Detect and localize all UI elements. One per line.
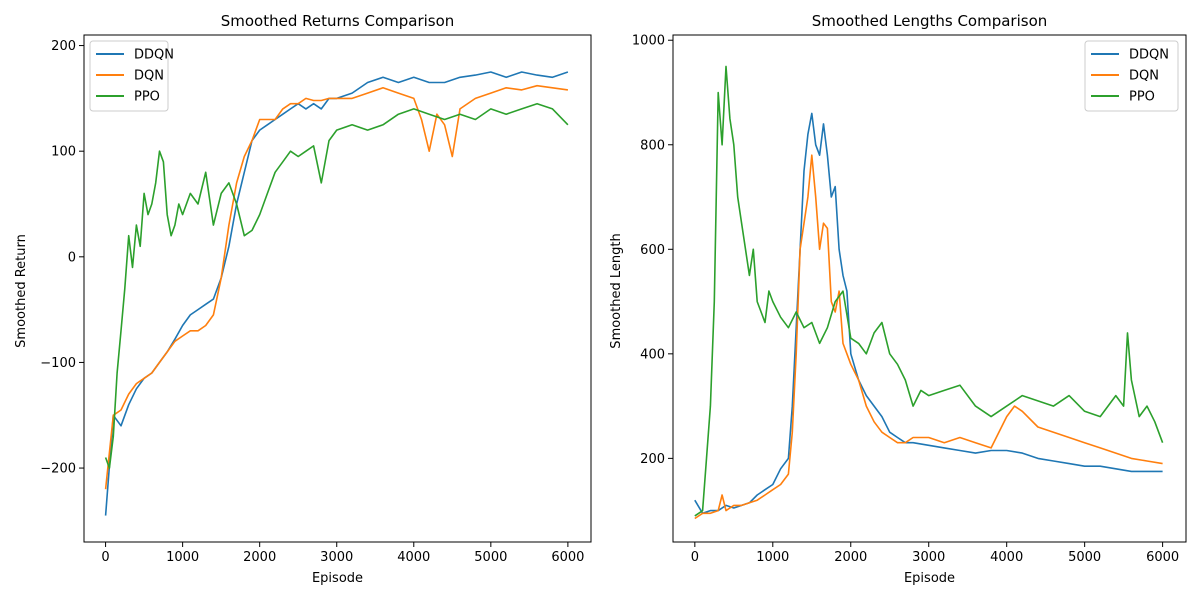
x-tick-label: 5000: [1068, 550, 1101, 565]
x-axis-ticks: 0 1000 2000 3000 4000 5000 6000: [691, 542, 1179, 565]
x-tick-label: 0: [101, 550, 109, 565]
legend-label-dqn: DQN: [1129, 69, 1159, 84]
y-axis-label: Smoothed Return: [14, 234, 29, 348]
y-tick-label: 100: [51, 145, 76, 160]
series-line-ddqn: [104, 71, 569, 516]
plot-frame: [83, 34, 592, 543]
series-line-dqn: [694, 154, 1163, 520]
legend: DDQN DQN PPO: [89, 40, 174, 112]
x-tick-label: 4000: [990, 550, 1023, 565]
legend-label-ddqn: DDQN: [134, 48, 174, 63]
series-line-ddqn: [694, 112, 1163, 515]
x-axis-label: Episode: [312, 571, 363, 586]
x-tick-label: 1000: [166, 550, 199, 565]
legend-box: [1084, 40, 1179, 112]
y-axis-label: Smoothed Length: [609, 233, 624, 348]
x-tick-label: 3000: [320, 550, 353, 565]
chart-title: Smoothed Lengths Comparison: [812, 12, 1048, 30]
chart-title: Smoothed Returns Comparison: [221, 12, 455, 30]
x-tick-label: 1000: [756, 550, 789, 565]
x-axis-label: Episode: [904, 571, 955, 586]
series-layer: [694, 65, 1164, 520]
x-tick-label: 5000: [474, 550, 507, 565]
y-tick-label: 800: [640, 138, 665, 153]
x-tick-label: 0: [691, 550, 699, 565]
legend-label-ppo: PPO: [1129, 90, 1155, 105]
legend-label-ppo: PPO: [134, 90, 160, 105]
series-line-ppo: [694, 65, 1164, 517]
x-tick-label: 6000: [1146, 550, 1179, 565]
series-line-ppo: [104, 102, 569, 469]
series-line-dqn: [104, 84, 569, 490]
y-tick-label: 200: [640, 452, 665, 467]
x-tick-label: 6000: [551, 550, 584, 565]
y-tick-label: 600: [640, 243, 665, 258]
x-axis-ticks: 0 1000 2000 3000 4000 5000 6000: [101, 542, 584, 565]
y-tick-label: 200: [51, 39, 76, 54]
lengths-chart: Smoothed Lengths Comparison Episode Smoo…: [609, 12, 1187, 586]
y-tick-label: −200: [40, 462, 76, 477]
legend: DDQN DQN PPO: [1084, 40, 1179, 112]
x-tick-label: 2000: [834, 550, 867, 565]
x-tick-label: 2000: [243, 550, 276, 565]
y-axis-ticks: 200 400 600 800 1000: [632, 34, 673, 467]
x-tick-label: 3000: [912, 550, 945, 565]
y-tick-label: 0: [68, 250, 76, 265]
y-tick-label: 1000: [632, 34, 665, 49]
returns-chart: Smoothed Returns Comparison Episode Smoo…: [14, 12, 592, 586]
legend-label-dqn: DQN: [134, 69, 164, 84]
legend-label-ddqn: DDQN: [1129, 48, 1169, 63]
y-axis-ticks: −200 −100 0 100 200: [40, 39, 84, 477]
y-tick-label: −100: [40, 356, 76, 371]
plot-frame: [672, 34, 1187, 543]
series-layer: [104, 71, 569, 516]
y-tick-label: 400: [640, 347, 665, 362]
legend-box: [89, 40, 169, 112]
x-tick-label: 4000: [397, 550, 430, 565]
